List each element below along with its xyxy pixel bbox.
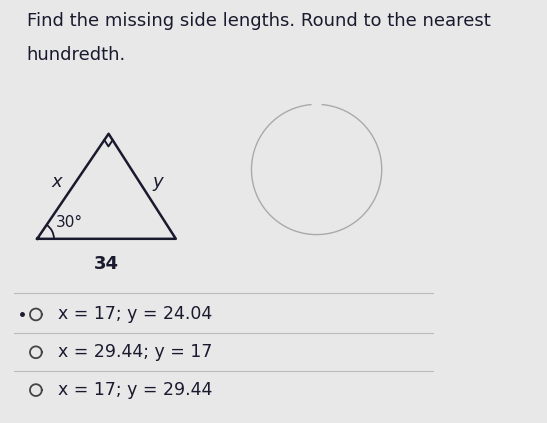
- Text: x: x: [52, 173, 62, 191]
- Text: hundredth.: hundredth.: [27, 46, 126, 63]
- Text: 34: 34: [94, 255, 119, 273]
- Text: x = 29.44; y = 17: x = 29.44; y = 17: [58, 343, 213, 361]
- Text: Find the missing side lengths. Round to the nearest: Find the missing side lengths. Round to …: [27, 12, 491, 30]
- Text: 30°: 30°: [56, 214, 83, 230]
- Text: x = 17; y = 29.44: x = 17; y = 29.44: [58, 381, 213, 399]
- Text: y: y: [153, 173, 164, 191]
- Text: x = 17; y = 24.04: x = 17; y = 24.04: [58, 305, 212, 324]
